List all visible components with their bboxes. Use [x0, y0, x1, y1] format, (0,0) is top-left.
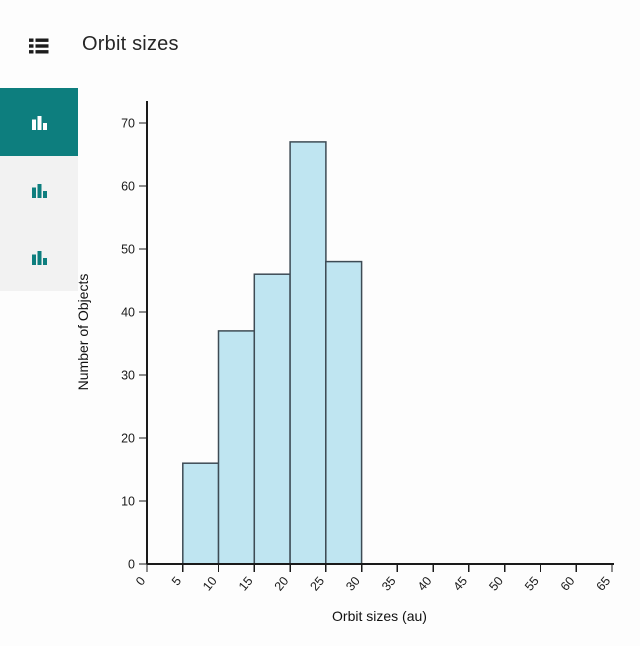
- x-tick-label: 35: [379, 574, 399, 594]
- histogram-bar: [217, 330, 256, 565]
- histogram-bar: [182, 462, 220, 565]
- sidebar-item-histogram-3[interactable]: [0, 223, 78, 292]
- x-tick-label: 40: [415, 574, 435, 594]
- x-tick-label: 45: [451, 574, 471, 594]
- y-tick-label: 30: [121, 369, 135, 383]
- y-tick-label: 70: [121, 117, 135, 131]
- histogram-icon: [32, 115, 47, 130]
- sidebar: [0, 88, 78, 292]
- list-icon[interactable]: [29, 38, 49, 55]
- x-tick-label: 5: [169, 574, 184, 588]
- histogram-bar: [325, 260, 363, 565]
- sidebar-item-histogram-1[interactable]: [0, 88, 78, 156]
- x-tick-label: 55: [522, 574, 542, 594]
- x-tick-label: 15: [236, 574, 256, 594]
- header: Orbit sizes: [0, 0, 640, 88]
- x-tick-label: 0: [133, 574, 148, 588]
- x-tick-label: 25: [307, 574, 327, 594]
- y-tick-label: 10: [121, 495, 135, 509]
- y-tick-label: 0: [128, 558, 135, 572]
- x-tick-label: 60: [558, 574, 578, 594]
- list-icon-glyph: [29, 38, 49, 54]
- x-tick-label: 65: [594, 574, 614, 594]
- page-title: Orbit sizes: [82, 33, 179, 55]
- y-tick-label: 60: [121, 180, 135, 194]
- x-axis-title: Orbit sizes (au): [332, 608, 427, 624]
- y-tick-label: 20: [121, 432, 135, 446]
- histogram-bar: [253, 273, 291, 565]
- x-tick-label: 30: [343, 574, 363, 594]
- x-tick-label: 10: [200, 574, 220, 594]
- histogram-icon: [32, 183, 47, 198]
- histogram-icon: [32, 251, 47, 266]
- y-tick-label: 50: [121, 243, 135, 257]
- x-tick-label: 50: [486, 574, 506, 594]
- y-tick-label: 40: [121, 306, 135, 320]
- y-axis-title: Number of Objects: [75, 274, 91, 391]
- x-tick-label: 20: [272, 574, 292, 594]
- sidebar-item-histogram-2[interactable]: [0, 155, 78, 224]
- histogram-bar: [289, 141, 327, 565]
